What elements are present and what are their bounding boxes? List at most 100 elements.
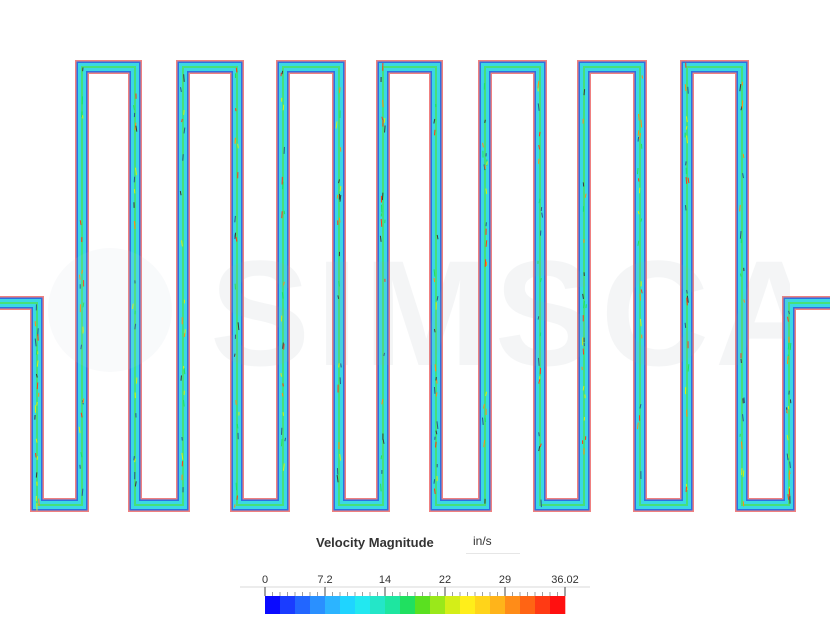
- channel-geometry: [0, 60, 830, 512]
- colorbar-cell: [340, 596, 356, 614]
- velocity-vector: [743, 299, 746, 303]
- velocity-vector: [339, 194, 342, 202]
- colorbar-cell: [355, 596, 371, 614]
- velocity-vector: [236, 423, 239, 429]
- velocity-vector: [484, 119, 486, 123]
- velocity-vector: [433, 488, 436, 495]
- velocity-vector: [436, 234, 439, 240]
- velocity-vector: [282, 463, 285, 471]
- velocity-vector: [237, 322, 240, 331]
- velocity-vector: [133, 221, 136, 230]
- velocity-vector: [684, 84, 687, 92]
- velocity-vector: [637, 130, 640, 136]
- velocity-vector: [435, 441, 437, 448]
- velocity-vector: [181, 240, 183, 247]
- velocity-vector: [739, 84, 742, 92]
- velocity-vector: [133, 105, 135, 111]
- colorbar: [240, 586, 590, 614]
- velocity-vector: [436, 296, 439, 301]
- colorbar-cell: [265, 596, 281, 614]
- velocity-vector: [134, 122, 137, 131]
- velocity-vector: [789, 342, 792, 351]
- velocity-vector: [539, 277, 542, 283]
- velocity-vector: [36, 401, 38, 406]
- velocity-vector: [135, 167, 137, 176]
- velocity-vector: [638, 133, 641, 140]
- colorbar-cell: [475, 596, 491, 614]
- velocity-vector: [234, 215, 236, 223]
- velocity-vector: [281, 292, 284, 299]
- velocity-vector: [637, 178, 640, 182]
- velocity-vector: [282, 383, 284, 387]
- velocity-vector: [485, 188, 488, 195]
- velocity-vector: [538, 432, 540, 437]
- velocity-vector: [687, 177, 690, 184]
- velocity-vector: [742, 153, 745, 159]
- velocity-vector: [283, 281, 285, 286]
- velocity-vector: [584, 193, 587, 198]
- velocity-vector: [435, 430, 438, 435]
- velocity-vector: [340, 363, 342, 368]
- velocity-vector: [80, 412, 83, 418]
- velocity-vector: [183, 74, 185, 82]
- velocity-vector: [582, 293, 584, 300]
- velocity-vector: [637, 136, 640, 142]
- velocity-vector: [639, 403, 642, 409]
- velocity-vector: [235, 67, 238, 73]
- velocity-vector: [181, 452, 184, 460]
- velocity-vector: [537, 103, 540, 111]
- velocity-vector: [383, 352, 386, 357]
- velocity-vector: [582, 386, 585, 391]
- velocity-vector: [281, 392, 284, 397]
- velocity-vector: [786, 434, 789, 441]
- velocity-vector: [436, 421, 439, 430]
- velocity-vector: [35, 453, 37, 458]
- velocity-vector: [788, 310, 790, 315]
- colorbar-tick-label: 36.02: [551, 574, 579, 586]
- velocity-vector: [335, 121, 338, 129]
- velocity-vector: [786, 453, 789, 461]
- colorbar-cell: [280, 596, 296, 614]
- velocity-vector: [35, 373, 38, 378]
- velocity-vector: [485, 240, 488, 247]
- colorbar-cell: [415, 596, 431, 614]
- velocity-vector: [183, 368, 186, 375]
- colorbar-cell: [310, 596, 326, 614]
- velocity-vector: [35, 438, 38, 443]
- colorbar-cell: [400, 596, 416, 614]
- simulation-viewport[interactable]: [0, 0, 830, 525]
- velocity-vector: [641, 75, 644, 79]
- velocity-vector: [338, 363, 340, 368]
- velocity-vector: [787, 316, 789, 322]
- velocity-vector: [786, 356, 789, 365]
- velocity-vector: [34, 338, 37, 347]
- velocity-vector: [179, 190, 182, 196]
- velocity-vector: [134, 481, 137, 487]
- velocity-vector: [486, 161, 488, 165]
- colorbar-cell: [385, 596, 401, 614]
- simscale-watermark: SIMSCALE: [48, 240, 790, 380]
- velocity-vector: [281, 70, 284, 75]
- velocity-vector: [686, 135, 688, 144]
- velocity-vector: [684, 205, 687, 211]
- velocity-vector: [685, 176, 688, 184]
- velocity-vector: [538, 379, 541, 384]
- velocity-vector: [739, 230, 742, 239]
- velocity-vector: [79, 220, 82, 226]
- velocity-vector: [537, 357, 540, 366]
- velocity-vector: [787, 406, 790, 410]
- velocity-vector: [686, 289, 688, 294]
- serpentine-channel-plot: [0, 60, 830, 512]
- velocity-vector: [380, 455, 383, 460]
- colorbar-cell: [490, 596, 506, 614]
- velocity-vector: [233, 353, 236, 357]
- velocity-vector: [686, 297, 688, 306]
- velocity-vector: [789, 461, 791, 469]
- velocity-vector: [788, 470, 791, 475]
- velocity-vectors: [34, 62, 792, 511]
- velocity-vector: [82, 398, 85, 404]
- velocity-vector: [379, 235, 382, 242]
- velocity-vector: [181, 118, 183, 123]
- colorbar-cell: [550, 596, 566, 614]
- legend-unit-selector[interactable]: in/s: [466, 528, 520, 554]
